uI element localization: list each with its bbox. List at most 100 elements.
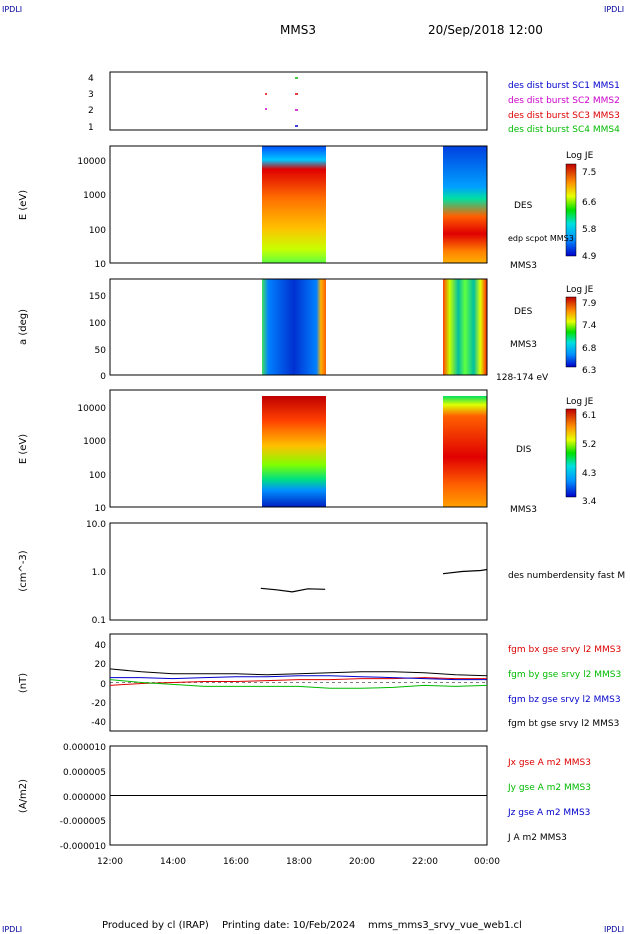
burst-tick-2: 2 xyxy=(88,106,94,116)
dis-energy-label-dis: DIS xyxy=(516,445,532,455)
bfield-tick-0: 0 xyxy=(100,680,106,690)
dis-energy-colorbar xyxy=(565,408,577,498)
des-energy-cbar-tick-1: 6.6 xyxy=(582,198,597,208)
des-pitch-tick-50: 50 xyxy=(95,346,107,356)
x-tick-0000: 00:00 xyxy=(474,857,500,867)
current-tick-4: -0.000010 xyxy=(60,842,106,852)
current-ylabel: (A/m2) xyxy=(18,779,29,813)
des-pitch-tick-100: 100 xyxy=(89,319,106,329)
des-energy-spectrogram-interval-1 xyxy=(262,146,326,263)
bfield-line-by xyxy=(109,679,488,689)
des-pitch-spectrogram-interval-2 xyxy=(443,279,487,375)
des-pitch-spectrogram-interval-1 xyxy=(262,279,326,375)
dis-energy-panel-frame xyxy=(109,389,488,508)
bfield-line-bt xyxy=(109,668,488,677)
density-legend: des numberdensity fast M xyxy=(508,571,625,581)
dis-energy-tick-1000: 1000 xyxy=(83,437,106,447)
footer-file: mms_mms3_srvy_vue_web1.cl xyxy=(368,920,522,931)
bfield-line-bx xyxy=(109,677,487,686)
figure-datetime: 20/Sep/2018 12:00 xyxy=(428,23,543,37)
dis-energy-cbar-title: Log JE xyxy=(566,397,594,407)
burst-legend-mms1: des dist burst SC1 MMS1 xyxy=(508,81,620,91)
dis-energy-cbar-tick-1: 5.2 xyxy=(582,440,596,450)
density-panel-frame xyxy=(109,522,488,621)
burst-y-ticks: 4 3 2 1 xyxy=(88,74,94,133)
des-energy-colorbar xyxy=(565,163,577,257)
burst-legend-mms2: des dist burst SC2 MMS2 xyxy=(508,96,620,106)
figure-title: MMS3 xyxy=(280,23,316,37)
bfield-tick-minus40: -40 xyxy=(91,718,106,728)
des-energy-cbar-title: Log JE xyxy=(566,151,594,161)
density-tick-10: 10.0 xyxy=(86,520,106,530)
des-pitch-tick-0: 0 xyxy=(100,372,106,382)
des-energy-cbar-tick-0: 7.5 xyxy=(582,168,596,178)
des-energy-ylabel: E (eV) xyxy=(18,190,29,220)
dis-energy-tick-10000: 10000 xyxy=(77,404,106,414)
x-axis-ticks: 12:00 14:00 16:00 18:00 20:00 22:00 00:0… xyxy=(97,857,500,867)
des-energy-cbar-tick-3: 4.9 xyxy=(582,252,597,262)
corner-label-top-left: IPDLI xyxy=(2,5,22,14)
burst-tick-1: 1 xyxy=(88,123,94,133)
x-tick-1400: 14:00 xyxy=(160,857,186,867)
current-legend-jx: Jx gse A m2 MMS3 xyxy=(507,758,591,768)
footer-printing-date: Printing date: 10/Feb/2024 xyxy=(222,920,355,931)
des-energy-tick-10000: 10000 xyxy=(77,157,106,167)
des-energy-tick-100: 100 xyxy=(89,226,106,236)
density-tick-0-1: 0.1 xyxy=(92,616,106,626)
des-pitch-label-des: DES xyxy=(514,307,533,317)
bfield-tick-40: 40 xyxy=(95,641,107,651)
dis-energy-spectrogram-interval-1 xyxy=(262,396,326,507)
des-pitch-ylabel: a (deg) xyxy=(18,309,29,345)
des-energy-tick-10: 10 xyxy=(95,260,107,270)
current-tick-0: 0.000010 xyxy=(63,743,106,753)
des-energy-label-des: DES xyxy=(514,201,533,211)
burst-tick-3: 3 xyxy=(88,90,94,100)
x-tick-1600: 16:00 xyxy=(223,857,249,867)
density-line-interval-1 xyxy=(260,587,326,593)
x-tick-2200: 22:00 xyxy=(412,857,438,867)
bfield-legend-bz: fgm bz gse srvy l2 MMS3 xyxy=(508,695,621,705)
dis-energy-cbar-tick-0: 6.1 xyxy=(582,411,596,421)
density-tick-1: 1.0 xyxy=(92,568,107,578)
density-series xyxy=(260,568,488,593)
des-energy-label-mms3: MMS3 xyxy=(510,261,537,271)
des-pitch-cbar-tick-0: 7.9 xyxy=(582,299,597,309)
burst-legend-mms3: des dist burst SC3 MMS3 xyxy=(508,111,620,121)
bfield-ylabel: (nT) xyxy=(18,673,29,693)
des-pitch-cbar-title: Log JE xyxy=(566,285,594,295)
corner-label-bottom-right: IPDLI xyxy=(604,925,624,934)
dis-energy-tick-10: 10 xyxy=(95,504,107,514)
x-tick-2000: 20:00 xyxy=(349,857,375,867)
des-pitch-cbar-tick-2: 6.8 xyxy=(582,344,597,354)
density-line-interval-2 xyxy=(442,568,488,575)
dis-energy-ylabel: E (eV) xyxy=(18,434,29,464)
current-tick-2: 0.000000 xyxy=(63,793,106,803)
corner-label-top-right: IPDLI xyxy=(604,5,624,14)
current-legend-jy: Jy gse A m2 MMS3 xyxy=(507,783,591,793)
des-pitch-label-energy: 128-174 eV xyxy=(496,373,549,383)
bfield-line-bz xyxy=(110,675,487,681)
des-pitch-cbar-tick-3: 6.3 xyxy=(582,366,596,376)
current-tick-3: -0.000005 xyxy=(60,817,106,827)
des-energy-spectrogram-interval-2 xyxy=(443,146,487,263)
current-tick-1: 0.000005 xyxy=(63,768,106,778)
burst-legend-mms4: des dist burst SC4 MMS4 xyxy=(508,125,620,135)
des-energy-panel-frame xyxy=(109,145,488,264)
x-tick-1800: 18:00 xyxy=(286,857,312,867)
dis-energy-tick-100: 100 xyxy=(89,471,106,481)
bfield-legend-bt: fgm bt gse srvy l2 MMS3 xyxy=(508,719,619,729)
des-pitch-colorbar xyxy=(565,296,577,368)
footer-produced: Produced by cl (IRAP) xyxy=(102,920,209,931)
des-pitch-cbar-tick-1: 7.4 xyxy=(582,321,597,331)
dis-energy-spectrogram-interval-2 xyxy=(443,396,487,507)
current-legend-jz: Jz gse A m2 MMS3 xyxy=(507,808,590,818)
des-energy-cbar-tick-2: 5.8 xyxy=(582,225,597,235)
des-pitch-tick-150: 150 xyxy=(89,292,106,302)
density-ylabel: (cm^-3) xyxy=(18,550,29,591)
bfield-legend-by: fgm by gse srvy l2 MMS3 xyxy=(508,670,621,680)
burst-panel-frame xyxy=(109,71,488,131)
des-energy-label-scpot: edp scpot MMS3 xyxy=(508,234,574,243)
dis-energy-label-mms3: MMS3 xyxy=(510,505,537,515)
bfield-legend-bx: fgm bx gse srvy l2 MMS3 xyxy=(508,645,621,655)
